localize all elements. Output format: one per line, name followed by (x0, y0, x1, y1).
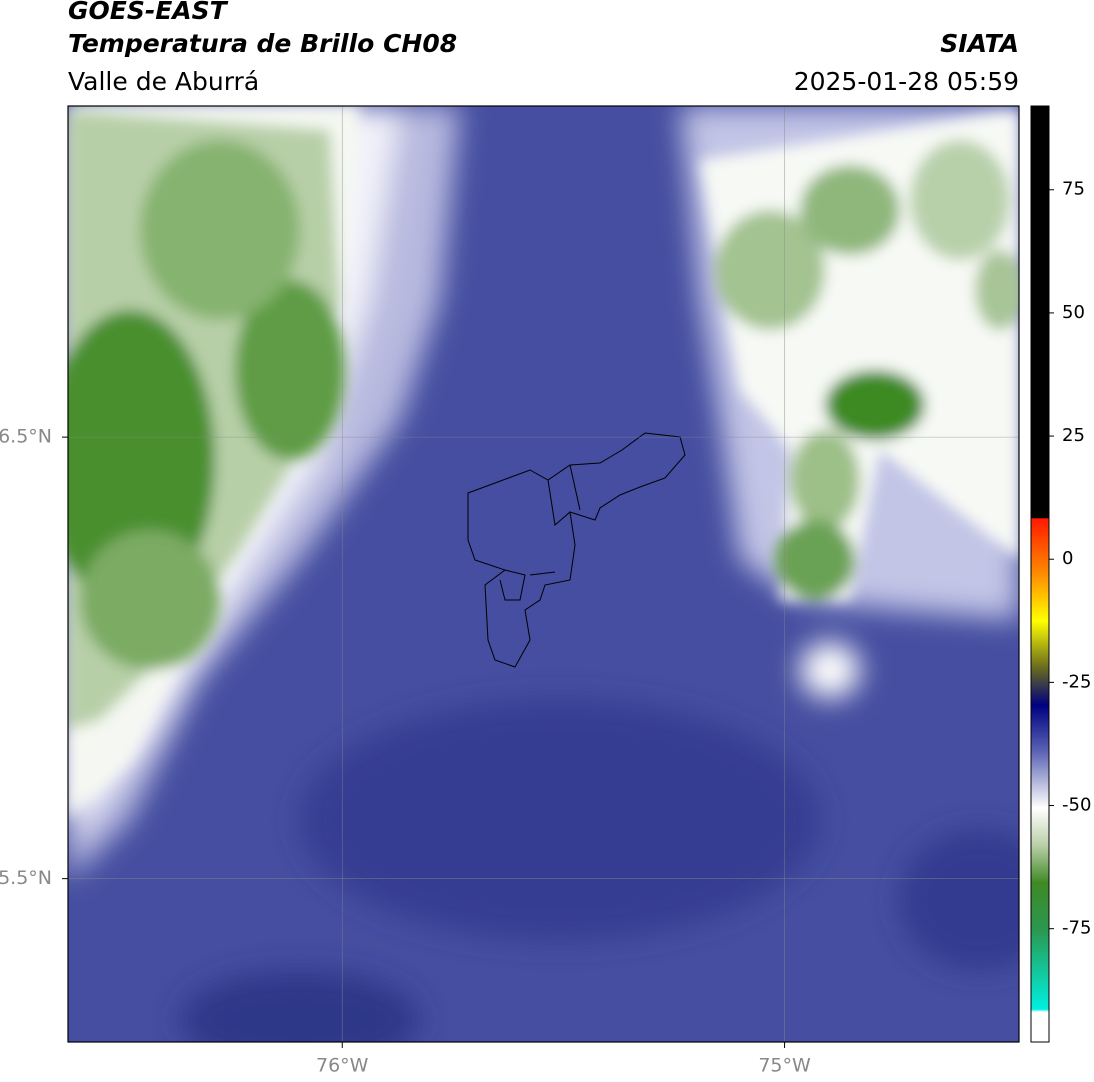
x-tick-label: 76°W (316, 1055, 369, 1077)
y-tick-label: 6.5°N (0, 426, 52, 448)
y-tick-label: 5.5°N (0, 867, 52, 889)
datetime: 2025-01-28 05:59 (794, 67, 1019, 96)
subtitle: Temperatura de Brillo CH08 (68, 29, 457, 58)
colorbar-tick-label: 75 (1062, 179, 1085, 200)
x-tick-label: 75°W (758, 1055, 811, 1077)
satellite-image (68, 106, 1019, 1042)
region: Valle de Aburrá (68, 67, 259, 96)
colorbar-tick-label: 25 (1062, 425, 1085, 446)
colorbar (1030, 105, 1050, 1043)
municipal-boundaries (467, 432, 686, 668)
source: SIATA (940, 29, 1019, 58)
colorbar-tick-label: -25 (1062, 671, 1091, 692)
colorbar-tick-label: -50 (1062, 795, 1091, 816)
colorbar-tick-label: -75 (1062, 918, 1091, 939)
map-frame (67, 105, 1020, 1043)
colorbar-tick-label: 50 (1062, 302, 1085, 323)
title: GOES-EAST (68, 0, 229, 25)
colorbar-tick-label: 0 (1062, 548, 1073, 569)
